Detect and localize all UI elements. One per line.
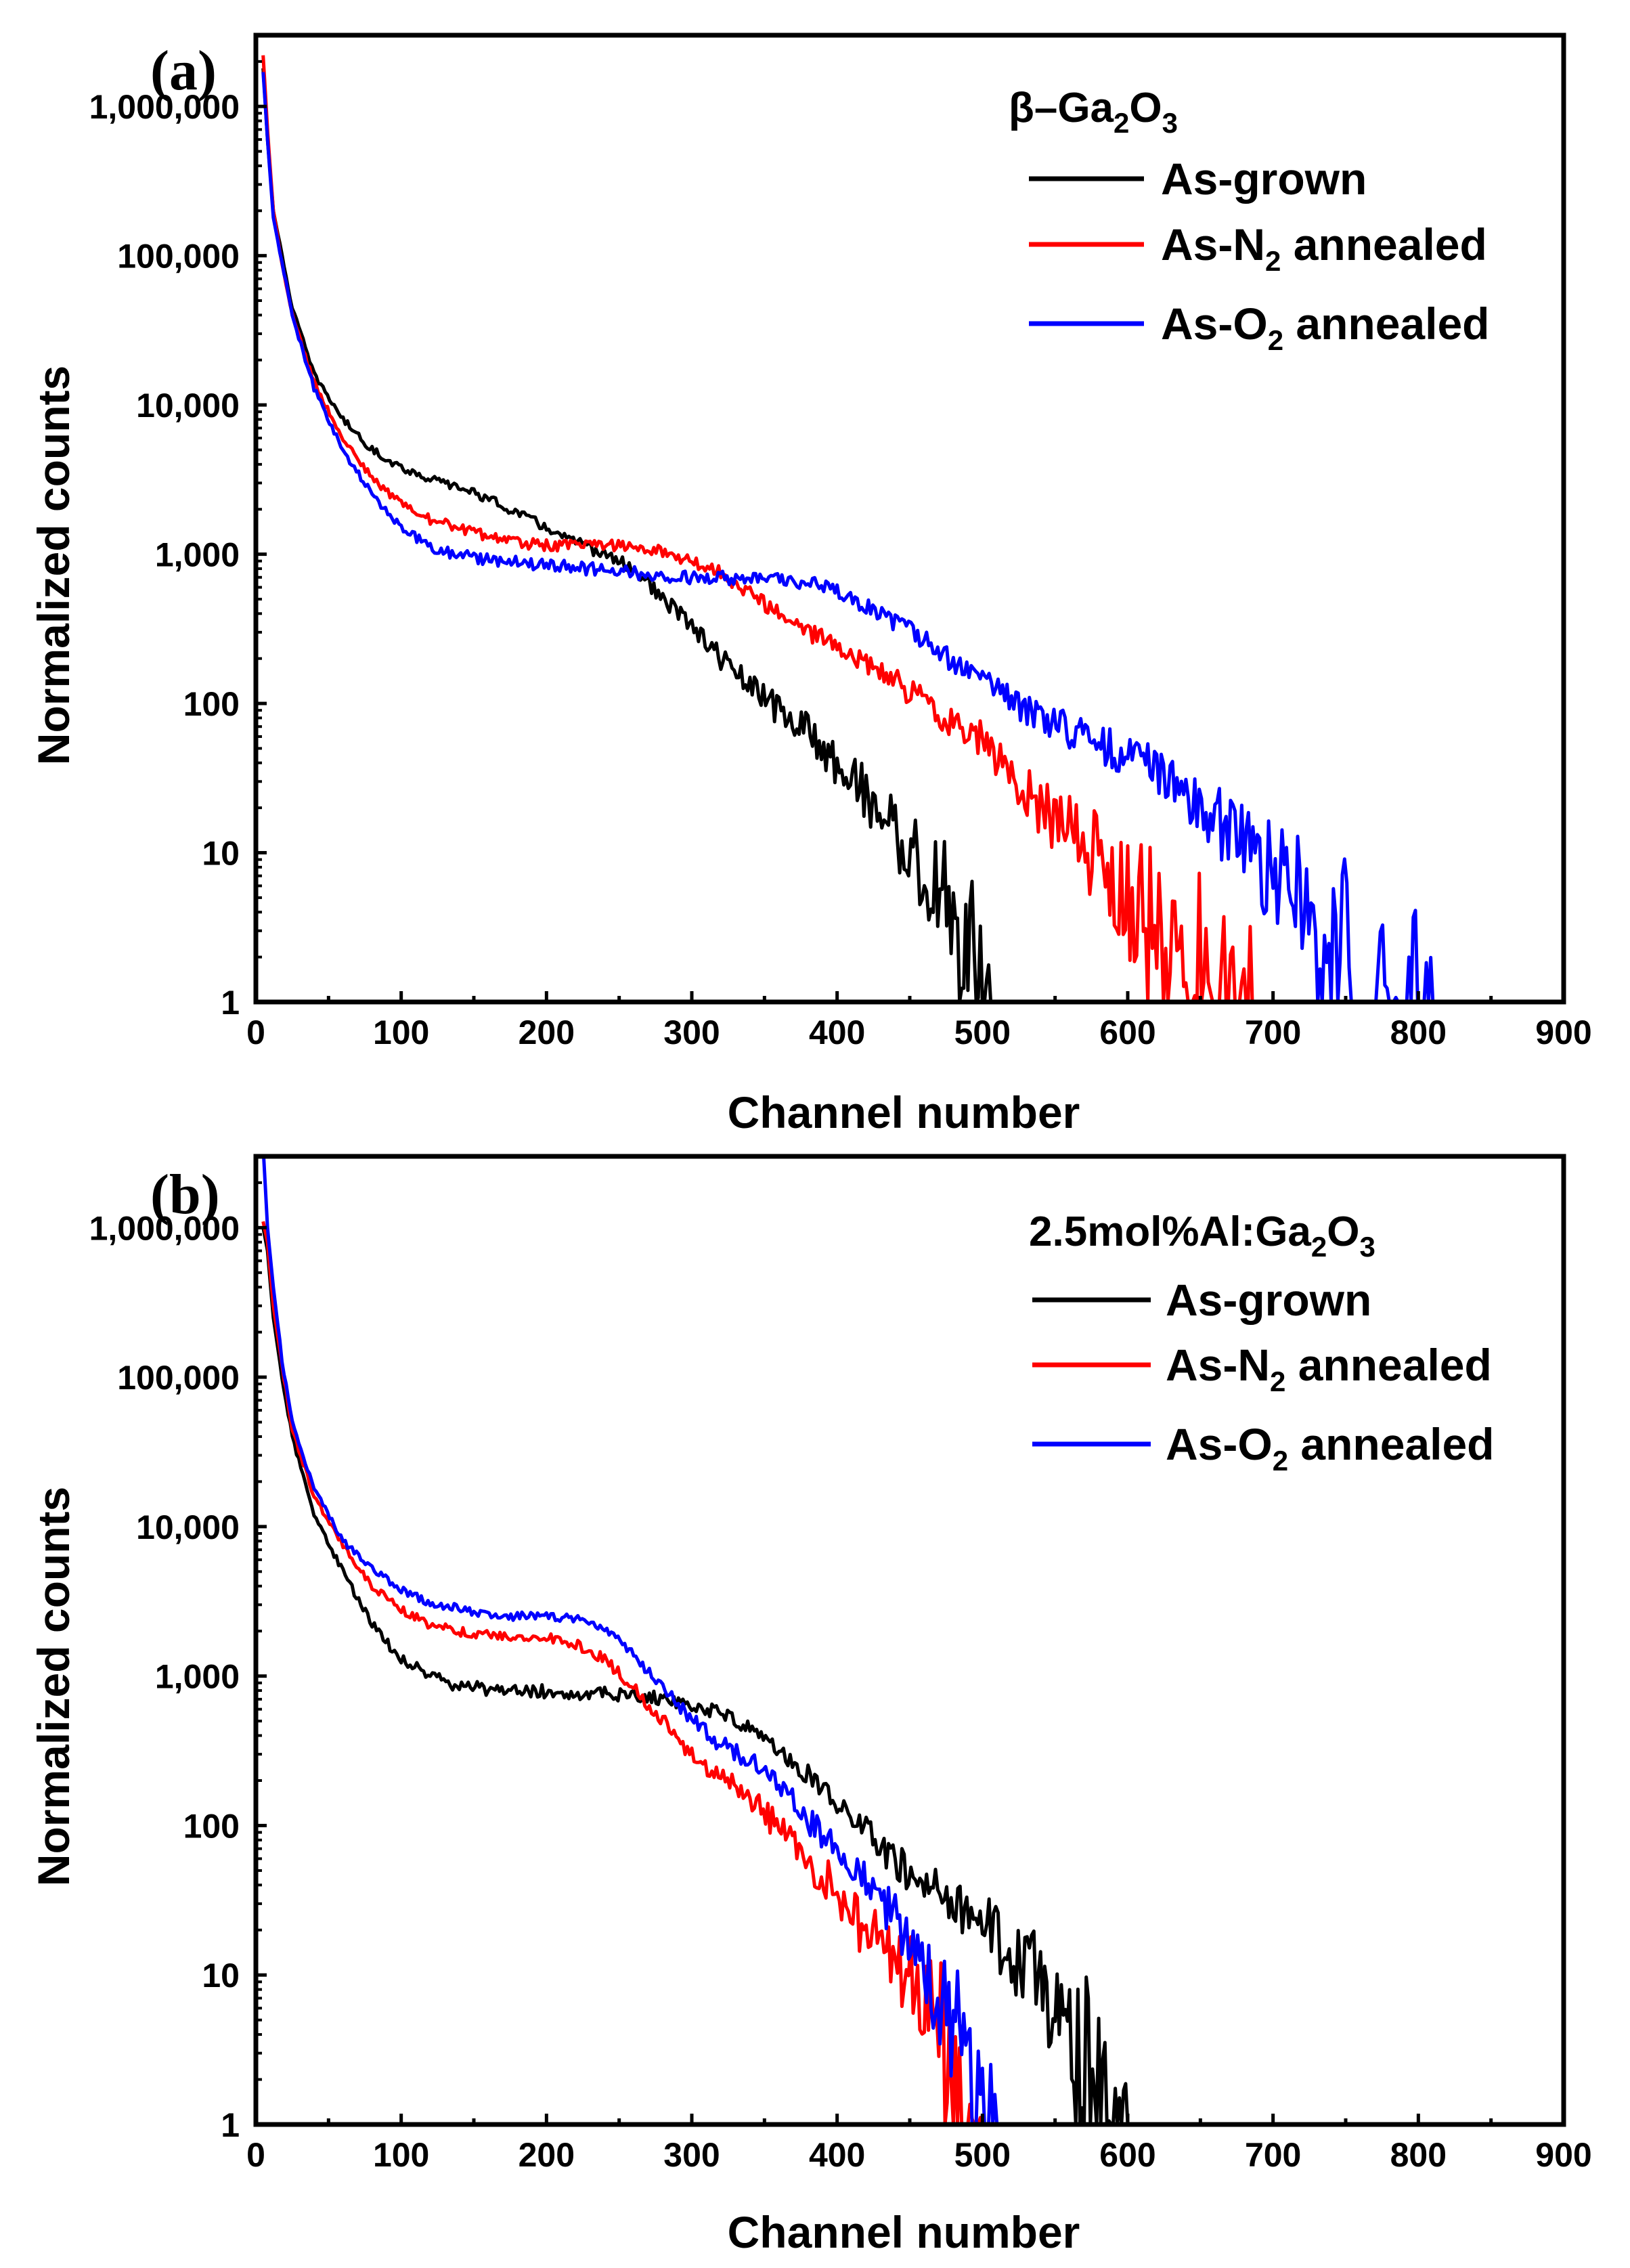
panel-a-chart: (a) 0 100 200 300 400 500 600 700 800 900 1 10 100 1,… (28, 32, 1592, 1137)
panel-a-legend-label-as-o2-annealed: As-O2 annealed (1161, 299, 1490, 356)
panel-b-x-tick-label-900: 900 (1535, 2136, 1591, 2174)
panel-a-y-tick-label-100: 100 (183, 685, 240, 723)
panel-a-x-axis-title: Channel number (728, 1087, 1080, 1137)
panel-a-legend-title-main: β–Ga (1009, 85, 1114, 131)
panel-a-y-tick-label-1-000: 1,000 (155, 536, 240, 574)
panel-b-series-as-grown (261, 1227, 1130, 2124)
panel-a-series-group (261, 55, 1435, 1002)
panel-b-legend-label-as-o2-sub: 2 (1273, 1445, 1288, 1477)
panel-b-label: (b) (150, 1163, 220, 1226)
panel-a-label: (a) (150, 39, 217, 102)
panel-b-series-as-n2-annealed (261, 1221, 984, 2124)
panel-b-legend-label-as-o2-pre: As-O (1166, 1419, 1273, 1469)
panel-a-x-tick-label-0: 0 (246, 1013, 265, 1051)
panel-a-legend: β–Ga2O3 As-grown As-N2 annealed As-O2 an… (1009, 85, 1490, 356)
panel-b-series-as-o2-annealed (262, 1156, 999, 2124)
panel-a-legend-label-as-n2-post: annealed (1281, 219, 1486, 269)
panel-b-y-tick-label-1-000: 1,000 (155, 1658, 240, 1696)
panel-b-y-tick-label-10: 10 (202, 1957, 240, 1994)
panel-a-legend-label-as-o2-sub: 2 (1268, 324, 1283, 356)
panel-b-legend-title-main: 2.5mol%Al:Ga (1029, 1208, 1311, 1255)
panel-b-x-tick-label-400: 400 (809, 2136, 865, 2174)
panel-b-y-tick-label-10-000: 10,000 (136, 1508, 240, 1546)
panel-b-legend-title-mid: O (1327, 1208, 1359, 1255)
panel-a-x-tick-label-500: 500 (954, 1013, 1011, 1051)
panel-b-legend-title-sub2: 3 (1360, 1231, 1375, 1263)
panel-a-legend-title-mid: O (1129, 85, 1162, 131)
panel-b-legend-label-as-grown-text: As-grown (1166, 1275, 1371, 1325)
panel-b-x-tick-label-0: 0 (246, 2136, 265, 2174)
panel-b-x-tick-label-100: 100 (373, 2136, 429, 2174)
panel-a-legend-label-as-grown: As-grown (1161, 154, 1367, 204)
panel-b-series-group (261, 1156, 1130, 2124)
panel-a-series-as-n2-annealed (261, 55, 1259, 1002)
panel-b-chart: (b) 0 100 200 300 400 500 600 700 800 900 1 10 100 1,… (28, 1154, 1592, 2257)
panel-a-x-tick-label-900: 900 (1535, 1013, 1591, 1051)
panel-b-legend-label-as-n2-sub: 2 (1270, 1366, 1285, 1397)
panel-b-y-tick-label-100: 100 (183, 1807, 240, 1845)
panel-a-legend-label-as-n2-sub: 2 (1265, 245, 1281, 277)
panel-b-x-tick-label-600: 600 (1099, 2136, 1155, 2174)
panel-a-x-tick-label-100: 100 (373, 1013, 429, 1051)
panel-b-x-tick-label-300: 300 (663, 2136, 720, 2174)
panel-b-x-tick-label-500: 500 (954, 2136, 1011, 2174)
panel-a-x-tick-label-800: 800 (1390, 1013, 1447, 1051)
panel-b-x-axis-title: Channel number (728, 2207, 1080, 2257)
panel-a-x-tick-label-200: 200 (519, 1013, 575, 1051)
panel-b-x-tick-label-700: 700 (1245, 2136, 1301, 2174)
panel-b-legend-label-as-n2-pre: As-N (1166, 1340, 1270, 1390)
panel-b-plot-area: 0 100 200 300 400 500 600 700 800 900 1 10 100 1,000 1… (89, 1154, 1592, 2174)
panel-a-legend-label-as-o2-pre: As-O (1161, 299, 1268, 349)
panel-a-legend-label-as-o2-post: annealed (1283, 299, 1489, 349)
panel-a-legend-label-as-n2-pre: As-N (1161, 219, 1265, 269)
panel-a-plot-area: 0 100 200 300 400 500 600 700 800 900 1 10 100 1,000 1… (89, 32, 1592, 1051)
panel-b-y-tick-label-1: 1 (221, 2106, 240, 2144)
panel-a-series-as-o2-annealed (261, 72, 1435, 1002)
panel-a-legend-title-sub1: 2 (1114, 107, 1129, 139)
panel-b-legend-label-as-n2-annealed: As-N2 annealed (1166, 1340, 1492, 1397)
panel-a-legend-label-as-n2-annealed: As-N2 annealed (1161, 219, 1487, 277)
panel-b-legend-label-as-o2-annealed: As-O2 annealed (1166, 1419, 1495, 1477)
panel-b-x-tick-label-800: 800 (1390, 2136, 1447, 2174)
panel-b-y-tick-label-100-000: 100,000 (117, 1359, 240, 1397)
panel-b-legend: 2.5mol%Al:Ga2O3 As-grown As-N2 annealed … (1029, 1208, 1495, 1477)
panel-b-legend-label-as-n2-post: annealed (1285, 1340, 1491, 1390)
panel-a-series-as-grown (261, 68, 997, 1002)
panel-b-legend-label-as-o2-post: annealed (1288, 1419, 1494, 1469)
panel-a-y-tick-label-100-000: 100,000 (117, 238, 240, 276)
panel-a-y-tick-label-1-000-000: 1,000,000 (89, 88, 240, 126)
panel-a-x-tick-label-700: 700 (1245, 1013, 1301, 1051)
panel-b-legend-title: 2.5mol%Al:Ga2O3 (1029, 1208, 1375, 1263)
panel-a-y-tick-label-1: 1 (221, 984, 240, 1022)
panel-b-y-axis-title: Normalized counts (28, 1487, 79, 1886)
panel-a-x-tick-label-300: 300 (663, 1013, 720, 1051)
panel-a-legend-title: β–Ga2O3 (1009, 85, 1178, 139)
panel-a-legend-label-as-grown-text: As-grown (1161, 154, 1367, 204)
panel-b-y-tick-label-1-000-000: 1,000,000 (89, 1209, 240, 1247)
panel-b-legend-title-sub1: 2 (1311, 1231, 1327, 1263)
panel-a-y-axis-title: Normalized counts (28, 366, 79, 765)
panel-a-x-tick-label-600: 600 (1099, 1013, 1155, 1051)
panel-a-legend-title-sub2: 3 (1162, 107, 1178, 139)
panel-b-legend-label-as-grown: As-grown (1166, 1275, 1371, 1325)
panel-b-x-tick-label-200: 200 (519, 2136, 575, 2174)
panel-a-y-tick-label-10: 10 (202, 835, 240, 873)
panel-a-y-tick-label-10-000: 10,000 (136, 387, 240, 424)
panel-a-x-tick-label-400: 400 (809, 1013, 865, 1051)
